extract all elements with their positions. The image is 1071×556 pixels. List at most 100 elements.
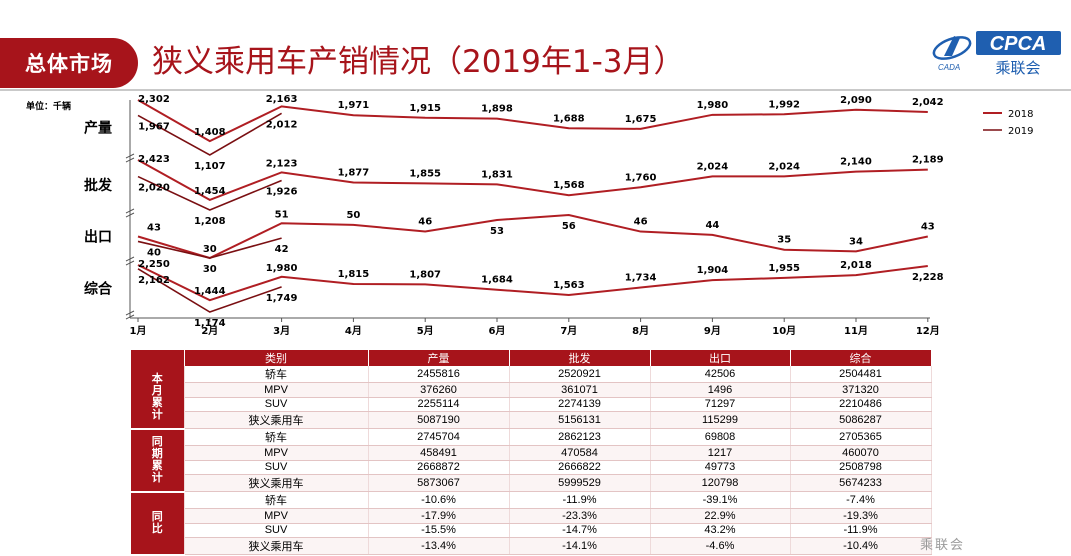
panel-label: 综合 [84, 281, 113, 298]
data-label-2018: 1,877 [338, 167, 370, 178]
table-cell: -10.6% [368, 491, 510, 509]
data-label-2018: 53 [490, 226, 504, 237]
table-cell: -17.9% [368, 508, 510, 524]
table-cell: MPV [184, 382, 369, 398]
table-row: 本月累计轿车 2455816 2520921 42506 2504481 [131, 366, 932, 430]
data-label-2018: 1,444 [194, 286, 226, 297]
series-2018-line-3 [137, 264, 928, 302]
table-cell: 371320 [790, 382, 932, 398]
data-label-2018: 1,760 [625, 172, 657, 183]
table-cell: 2520921 [509, 366, 651, 383]
data-label-2018: 2,189 [912, 155, 944, 166]
series-2019-line-3 [137, 268, 282, 313]
table-cell: -14.7% [509, 523, 651, 538]
table-cell: 2745704 [368, 428, 510, 446]
data-label-2018: 1,915 [409, 103, 441, 114]
table-cell: 狭义乘用车 [184, 411, 369, 429]
table-cell: 460070 [790, 445, 932, 461]
data-label-2018: 30 [203, 244, 217, 255]
data-label-2018: 2,024 [697, 161, 729, 172]
table-cell: -4.6% [650, 537, 791, 555]
data-label-2018: 43 [921, 222, 935, 233]
table-row: SUV -15.5% -14.7% 43.2% -11.9% [131, 523, 932, 538]
series-2018-line-0 [137, 99, 928, 143]
data-label-2019: 2,162 [138, 275, 170, 286]
data-label-2019: 2,020 [138, 183, 170, 194]
data-label-2018: 1,815 [338, 269, 370, 280]
page-title: 狭义乘用车产销情况（2019年1-3月） [152, 44, 685, 80]
data-label-2018: 1,563 [553, 280, 585, 291]
table-cell: -13.4% [368, 537, 510, 555]
x-tick-label: 3月 [273, 325, 290, 337]
x-tick-label: 10月 [772, 325, 796, 337]
table-cell: 2862123 [509, 428, 651, 446]
logo-text-cn: 乘联会 [995, 59, 1040, 77]
table-cell: 5087190 [368, 411, 510, 429]
table-cell: -23.3% [509, 508, 651, 524]
line-chart: 1月 2月 3月 4月 5月 6月 7月 8月 9月 10月 11月 12月 产量 2,302 1,408 2… [84, 94, 1033, 337]
table-row: SUV 2668872 2666822 49773 2508798 [131, 460, 932, 475]
table-cell: 2210486 [790, 397, 932, 412]
table-cell: 1217 [650, 445, 791, 461]
series-2019-line-0 [137, 112, 283, 156]
logo-badge-text: CADA [938, 63, 960, 72]
data-label-2018: 1,904 [697, 265, 729, 276]
panel-label: 出口 [84, 229, 112, 246]
table-cell: 120798 [650, 474, 791, 492]
panel-label: 批发 [84, 177, 113, 194]
table-cell: 470584 [509, 445, 651, 461]
data-label-2018: 34 [849, 236, 863, 247]
table-cell: 2705365 [790, 428, 932, 446]
table-row: MPV -17.9% -23.3% 22.9% -19.3% [131, 508, 932, 524]
data-label-2019: 2,012 [266, 119, 298, 130]
data-label-2019: 42 [275, 244, 289, 255]
data-label-2018: 1,971 [338, 100, 370, 111]
series-2019-line-2 [137, 237, 282, 259]
table-cell: 2455816 [368, 366, 510, 383]
table-cell: 43.2% [650, 523, 791, 538]
table-cell: -7.4% [790, 491, 932, 509]
data-label-2018: 1,408 [194, 127, 226, 138]
table-cell: -11.9% [509, 491, 651, 509]
data-label-2019: 40 [147, 247, 161, 258]
table-row: 狭义乘用车 5873067 5999529 120798 5674233 [131, 474, 932, 492]
table-cell: 22.9% [650, 508, 791, 524]
data-label-2018: 2,042 [912, 97, 944, 108]
axis-break [125, 256, 135, 266]
data-label-2018: 1,454 [194, 186, 226, 197]
table-cell: 5674233 [790, 474, 932, 492]
table-cell: 42506 [650, 366, 791, 383]
data-label-2018: 1,955 [768, 263, 800, 274]
data-label-2018: 56 [562, 221, 576, 232]
table-cell: 115299 [650, 411, 791, 429]
table-cell: 2668872 [368, 460, 510, 475]
legend-label-2018: 2018 [1008, 109, 1033, 120]
chart-unit-label: 单位：千辆 [26, 102, 72, 112]
data-label-2018: 1,980 [697, 100, 729, 111]
table-cell: 5156131 [509, 411, 651, 429]
data-label-2018: 2,140 [840, 157, 872, 168]
x-tick-label: 6月 [489, 325, 506, 337]
axis-break [125, 208, 135, 218]
table-cell: 71297 [650, 397, 791, 412]
table-row: 狭义乘用车 5087190 5156131 115299 5086287 [131, 411, 932, 429]
table-cell: 458491 [368, 445, 510, 461]
summary-table: 类别 产量 批发 出口 综合 本月累计轿车 2455816 2520921 42506… [131, 350, 932, 556]
data-label-2018: 2,163 [266, 94, 298, 105]
table-header-corner [131, 350, 185, 366]
table-cell: -19.3% [790, 508, 932, 524]
x-tick-label: 2月 [201, 325, 218, 337]
data-label-2018: 1,734 [625, 273, 657, 284]
data-label-2018: 2,018 [840, 260, 872, 271]
table-cell: 2508798 [790, 460, 932, 475]
table-cell: 轿车 [184, 428, 369, 446]
data-label-2018: 1,980 [266, 263, 298, 274]
table-cell: 376260 [368, 382, 510, 398]
data-label-2018: 2,123 [266, 158, 298, 169]
axis-break [125, 153, 135, 163]
cpca-logo: CADA CPCA 乘联会 [932, 31, 1061, 77]
table-cell: 2255114 [368, 397, 510, 412]
data-label-2018: 43 [147, 223, 161, 234]
data-label-2019: 30 [203, 264, 217, 275]
data-label-2019: 1,967 [138, 121, 170, 132]
